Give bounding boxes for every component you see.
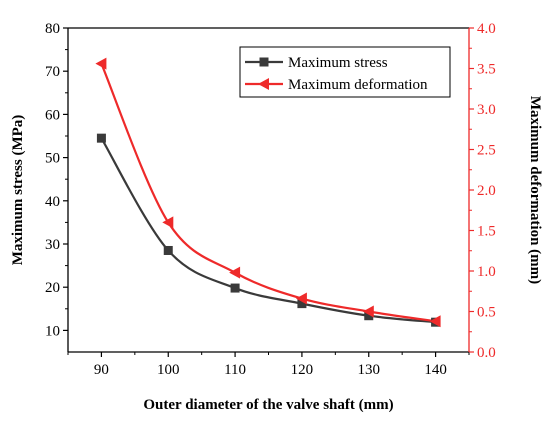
series-2-point-2 (162, 216, 174, 229)
series-1-point-3 (230, 283, 240, 293)
x-axis-title: Outer diameter of the valve shaft (mm) (143, 397, 393, 413)
x-tick-label-1: 90 (94, 362, 109, 378)
left-y-tick-label-3: 30 (45, 237, 60, 253)
right-y-tick-label-2: 0.5 (477, 305, 496, 321)
legend-label-2: Maximum deformation (288, 77, 428, 93)
series-2-point-4 (295, 292, 307, 305)
left-y-tick-label-2: 20 (45, 280, 60, 296)
series-markers (95, 57, 441, 328)
tick-labels: 90 100 110 120 130 140 10 20 30 40 50 60 70 80 0.0 0.5 1… (45, 21, 496, 378)
series-1-point-4 (297, 299, 307, 309)
series-2-point-5 (362, 305, 374, 318)
left-y-tick-label-8: 80 (45, 21, 60, 37)
right-y-tick-label-6: 2.5 (477, 143, 496, 159)
x-tick-label-3: 110 (224, 362, 246, 378)
x-tick-label-2: 100 (157, 362, 180, 378)
series-1-point-5 (364, 311, 374, 321)
x-tick-label-4: 120 (291, 362, 314, 378)
right-y-tick-label-3: 1.0 (477, 264, 496, 280)
series-2-point-3 (229, 266, 241, 279)
series-2-point-6 (429, 315, 441, 328)
left-y-axis-title: Maximum stress (MPa) (10, 115, 26, 266)
x-tick-label-5: 130 (358, 362, 381, 378)
right-y-tick-label-4: 1.5 (477, 224, 496, 240)
right-y-axis-title: Maximum deformation (mm) (527, 96, 543, 284)
legend-marker-2 (258, 78, 269, 90)
right-y-tick-label-5: 2.0 (477, 183, 496, 199)
right-y-tick-label-7: 3.0 (477, 102, 496, 118)
right-y-tick-label-9: 4.0 (477, 21, 496, 37)
left-y-tick-label-6: 60 (45, 107, 60, 123)
legend-label-1: Maximum stress (288, 55, 388, 71)
legend: Maximum stress Maximum deformation (239, 46, 451, 98)
axis-ticks (63, 27, 474, 357)
legend-box (239, 46, 451, 98)
series-1-point-1 (96, 133, 106, 143)
left-y-tick-label-5: 50 (45, 151, 60, 167)
x-tick-label-6: 140 (424, 362, 447, 378)
series-1-point-2 (163, 245, 173, 255)
legend-marker-1 (259, 57, 269, 67)
left-y-tick-label-1: 10 (45, 323, 60, 339)
left-y-tick-label-7: 70 (45, 64, 60, 80)
right-y-tick-label-8: 3.5 (477, 62, 496, 78)
left-y-tick-label-4: 40 (45, 194, 60, 210)
series-2-point-1 (95, 57, 107, 70)
right-y-tick-label-1: 0.0 (477, 345, 496, 361)
